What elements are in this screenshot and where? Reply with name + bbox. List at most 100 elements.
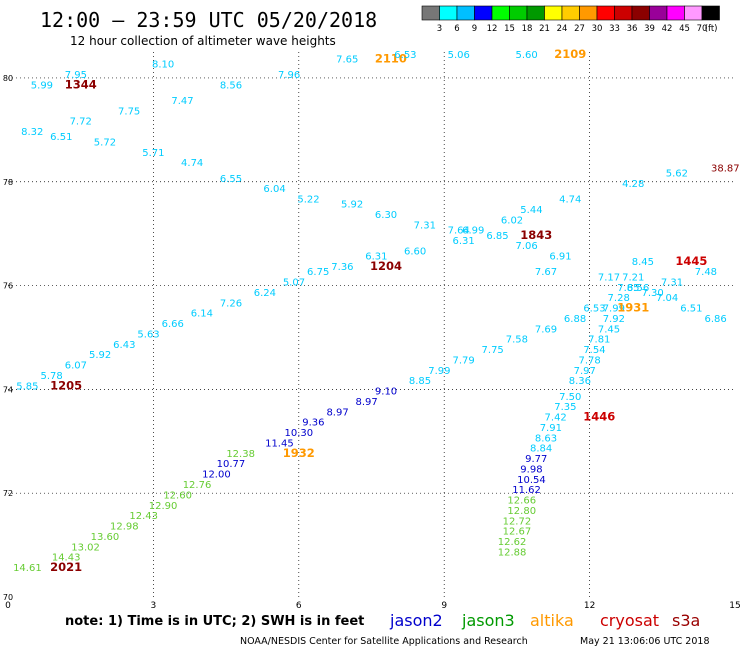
wave-height-label: 13.02 [71,542,100,553]
pass-time-label: 1843 [520,228,552,242]
wave-height-label: 7.17 [598,272,620,283]
wave-height-label: 7.48 [695,267,717,278]
wave-height-label: 7.72 [70,117,92,128]
wave-height-label: 7.85 [617,283,639,294]
wave-height-label: 6.86 [704,314,726,325]
wave-height-label: 6.60 [404,246,426,257]
wave-height-label: 13.60 [91,532,120,543]
legend-s3a: s3a [672,611,700,630]
wave-height-label: 6.30 [375,210,397,221]
colorbar-tick-label: 12 [487,24,498,34]
pass-time-label: 1445 [675,254,707,268]
x-tick-label: 12 [584,601,595,611]
wave-height-label: 4.74 [181,158,203,169]
colorbar-swatch [649,5,668,21]
wave-height-label: 7.81 [588,335,610,346]
wave-height-label: 10.77 [217,459,246,470]
wave-height-label: 12.66 [507,496,536,507]
wave-height-label: 8.10 [152,60,174,71]
wave-height-label: 7.54 [583,345,605,356]
wave-height-label: 12.90 [149,501,178,512]
colorbar-tick-label: 21 [539,24,550,34]
wave-height-label: 7.31 [661,278,683,289]
colorbar-tick-label: 15 [504,24,515,34]
colorbar-swatch [614,5,633,21]
note-text: note: 1) Time is in UTC; 2) SWH is in fe… [65,614,364,629]
x-tick-label: 0 [5,601,11,611]
wave-height-label: 5.85 [16,381,38,392]
y-tick-label: 72 [3,489,13,498]
colorbar-tick-label: 9 [472,24,477,34]
wave-height-label: 8.84 [530,444,552,455]
wave-height-label: 7.96 [278,70,300,81]
legend-altika: altika [530,611,574,630]
wave-height-label: 6.51 [680,304,702,315]
wave-height-label: 7.75 [482,345,504,356]
colorbar-tick-label: 18 [522,24,533,34]
wave-height-label: 5.60 [515,50,537,61]
wave-height-label: 6.07 [65,361,87,372]
wave-height-label: 7.21 [622,272,644,283]
wave-height-label: 7.04 [656,293,678,304]
wave-height-label: 7.99 [603,304,625,315]
wave-height-label: 5.63 [137,329,159,340]
colorbar-swatch [631,5,650,21]
colorbar-unit-label: (ft) [705,24,718,34]
colorbar-tick-label: 24 [557,24,568,34]
wave-height-label: 12.43 [129,511,158,522]
legend-cryosat: cryosat [600,611,659,630]
wave-height-label: 6.43 [113,340,135,351]
colorbar-swatch [526,5,545,21]
colorbar-swatch [701,5,720,21]
wave-height-label: 14.43 [52,553,81,564]
colorbar-swatch [561,5,580,21]
wave-height-label: 7.35 [554,402,576,413]
legend-jason3: jason3 [461,611,515,630]
wave-height-label: 7.47 [171,96,193,107]
y-tick-label: 76 [3,282,13,291]
wave-height-label: 5.99 [31,80,53,91]
pass-time-label: 1205 [50,378,82,392]
y-tick-label: 74 [3,385,13,394]
chart-subtitle: 12 hour collection of altimeter wave hei… [70,34,336,48]
wave-height-label: 9.36 [302,418,324,429]
wave-height-label: 6.31 [452,236,474,247]
wave-height-label: 6.53 [394,50,416,61]
wave-height-label: 7.06 [515,241,537,252]
wave-height-label: 8.36 [569,376,591,387]
wave-height-label: 6.02 [501,215,523,226]
wave-height-label: 5.92 [89,350,111,361]
colorbar-tick-label: 27 [574,24,585,34]
y-tick-label: 80 [3,74,13,83]
wave-height-label: 7.50 [559,392,581,403]
colorbar-tick-label: 42 [662,24,673,34]
colorbar-swatch [491,5,510,21]
wave-height-label: 12.88 [498,547,527,558]
wave-height-label: 4.28 [622,179,644,190]
wave-height-label: 6.51 [50,132,72,143]
wave-height-label: 5.71 [142,148,164,159]
wave-height-label: 12.38 [226,449,255,460]
colorbar-swatch [684,5,703,21]
wave-height-label: 14.61 [13,563,42,574]
wave-height-label: 7.45 [598,324,620,335]
wave-height-label: 5.07 [283,278,305,289]
x-tick-label: 9 [441,601,447,611]
colorbar-tick-label: 33 [609,24,620,34]
wave-height-label: 5.22 [297,195,319,206]
wave-height-label: 12.98 [110,522,139,533]
colorbar-tick-label: 70 [697,24,708,34]
wave-height-label: 7.31 [414,220,436,231]
wave-height-label: 8.97 [356,397,378,408]
wave-height-label: 8.32 [21,127,43,138]
wave-height-label: 5.62 [666,169,688,180]
wave-height-label: 7.69 [535,324,557,335]
pass-time-label: 1204 [370,259,402,273]
satellite-legend: jason2 jason3 altika cryosat s3a [389,611,700,630]
wave-height-label: 7.42 [545,413,567,424]
pass-time-label: 1446 [583,410,615,424]
wave-height-label: 6.85 [486,231,508,242]
wave-height-label: 12.76 [183,480,212,491]
wave-height-label: 12.72 [503,516,532,527]
colorbar-swatch [509,5,528,21]
